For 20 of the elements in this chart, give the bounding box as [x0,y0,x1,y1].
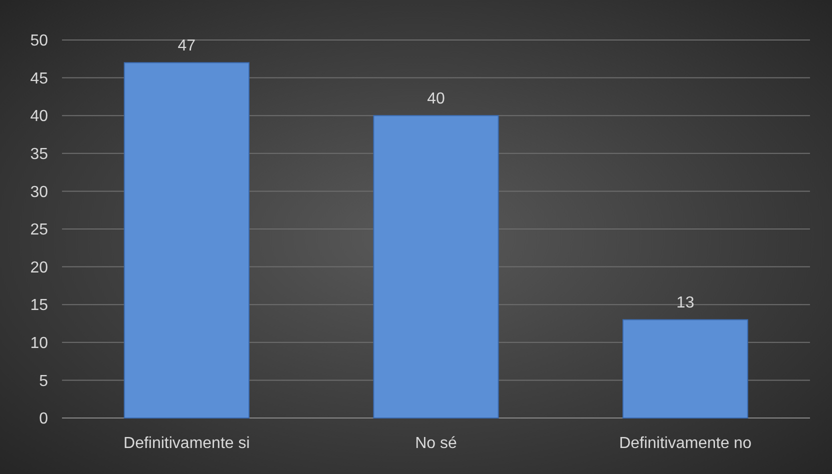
y-tick-label: 25 [30,222,48,239]
x-tick-label: Definitivamente no [619,435,752,452]
y-tick-label: 5 [39,372,48,390]
y-tick-label: 30 [30,184,48,201]
y-tick-label: 35 [30,146,48,163]
y-tick-label: 40 [30,108,48,126]
y-tick-label: 0 [39,410,48,428]
y-tick-label: 45 [30,70,48,88]
y-tick-label: 15 [30,297,48,314]
bar [124,62,250,418]
x-tick-label: No sé [415,435,457,452]
y-tick-label: 10 [30,335,48,352]
y-tick-label: 50 [30,32,48,50]
x-tick-label: Definitivamente si [124,435,250,452]
data-label: 13 [676,294,694,312]
data-label: 47 [178,38,196,55]
bar [373,115,499,418]
bar [622,319,748,418]
y-tick-label: 20 [30,259,48,276]
data-label: 40 [427,90,445,108]
